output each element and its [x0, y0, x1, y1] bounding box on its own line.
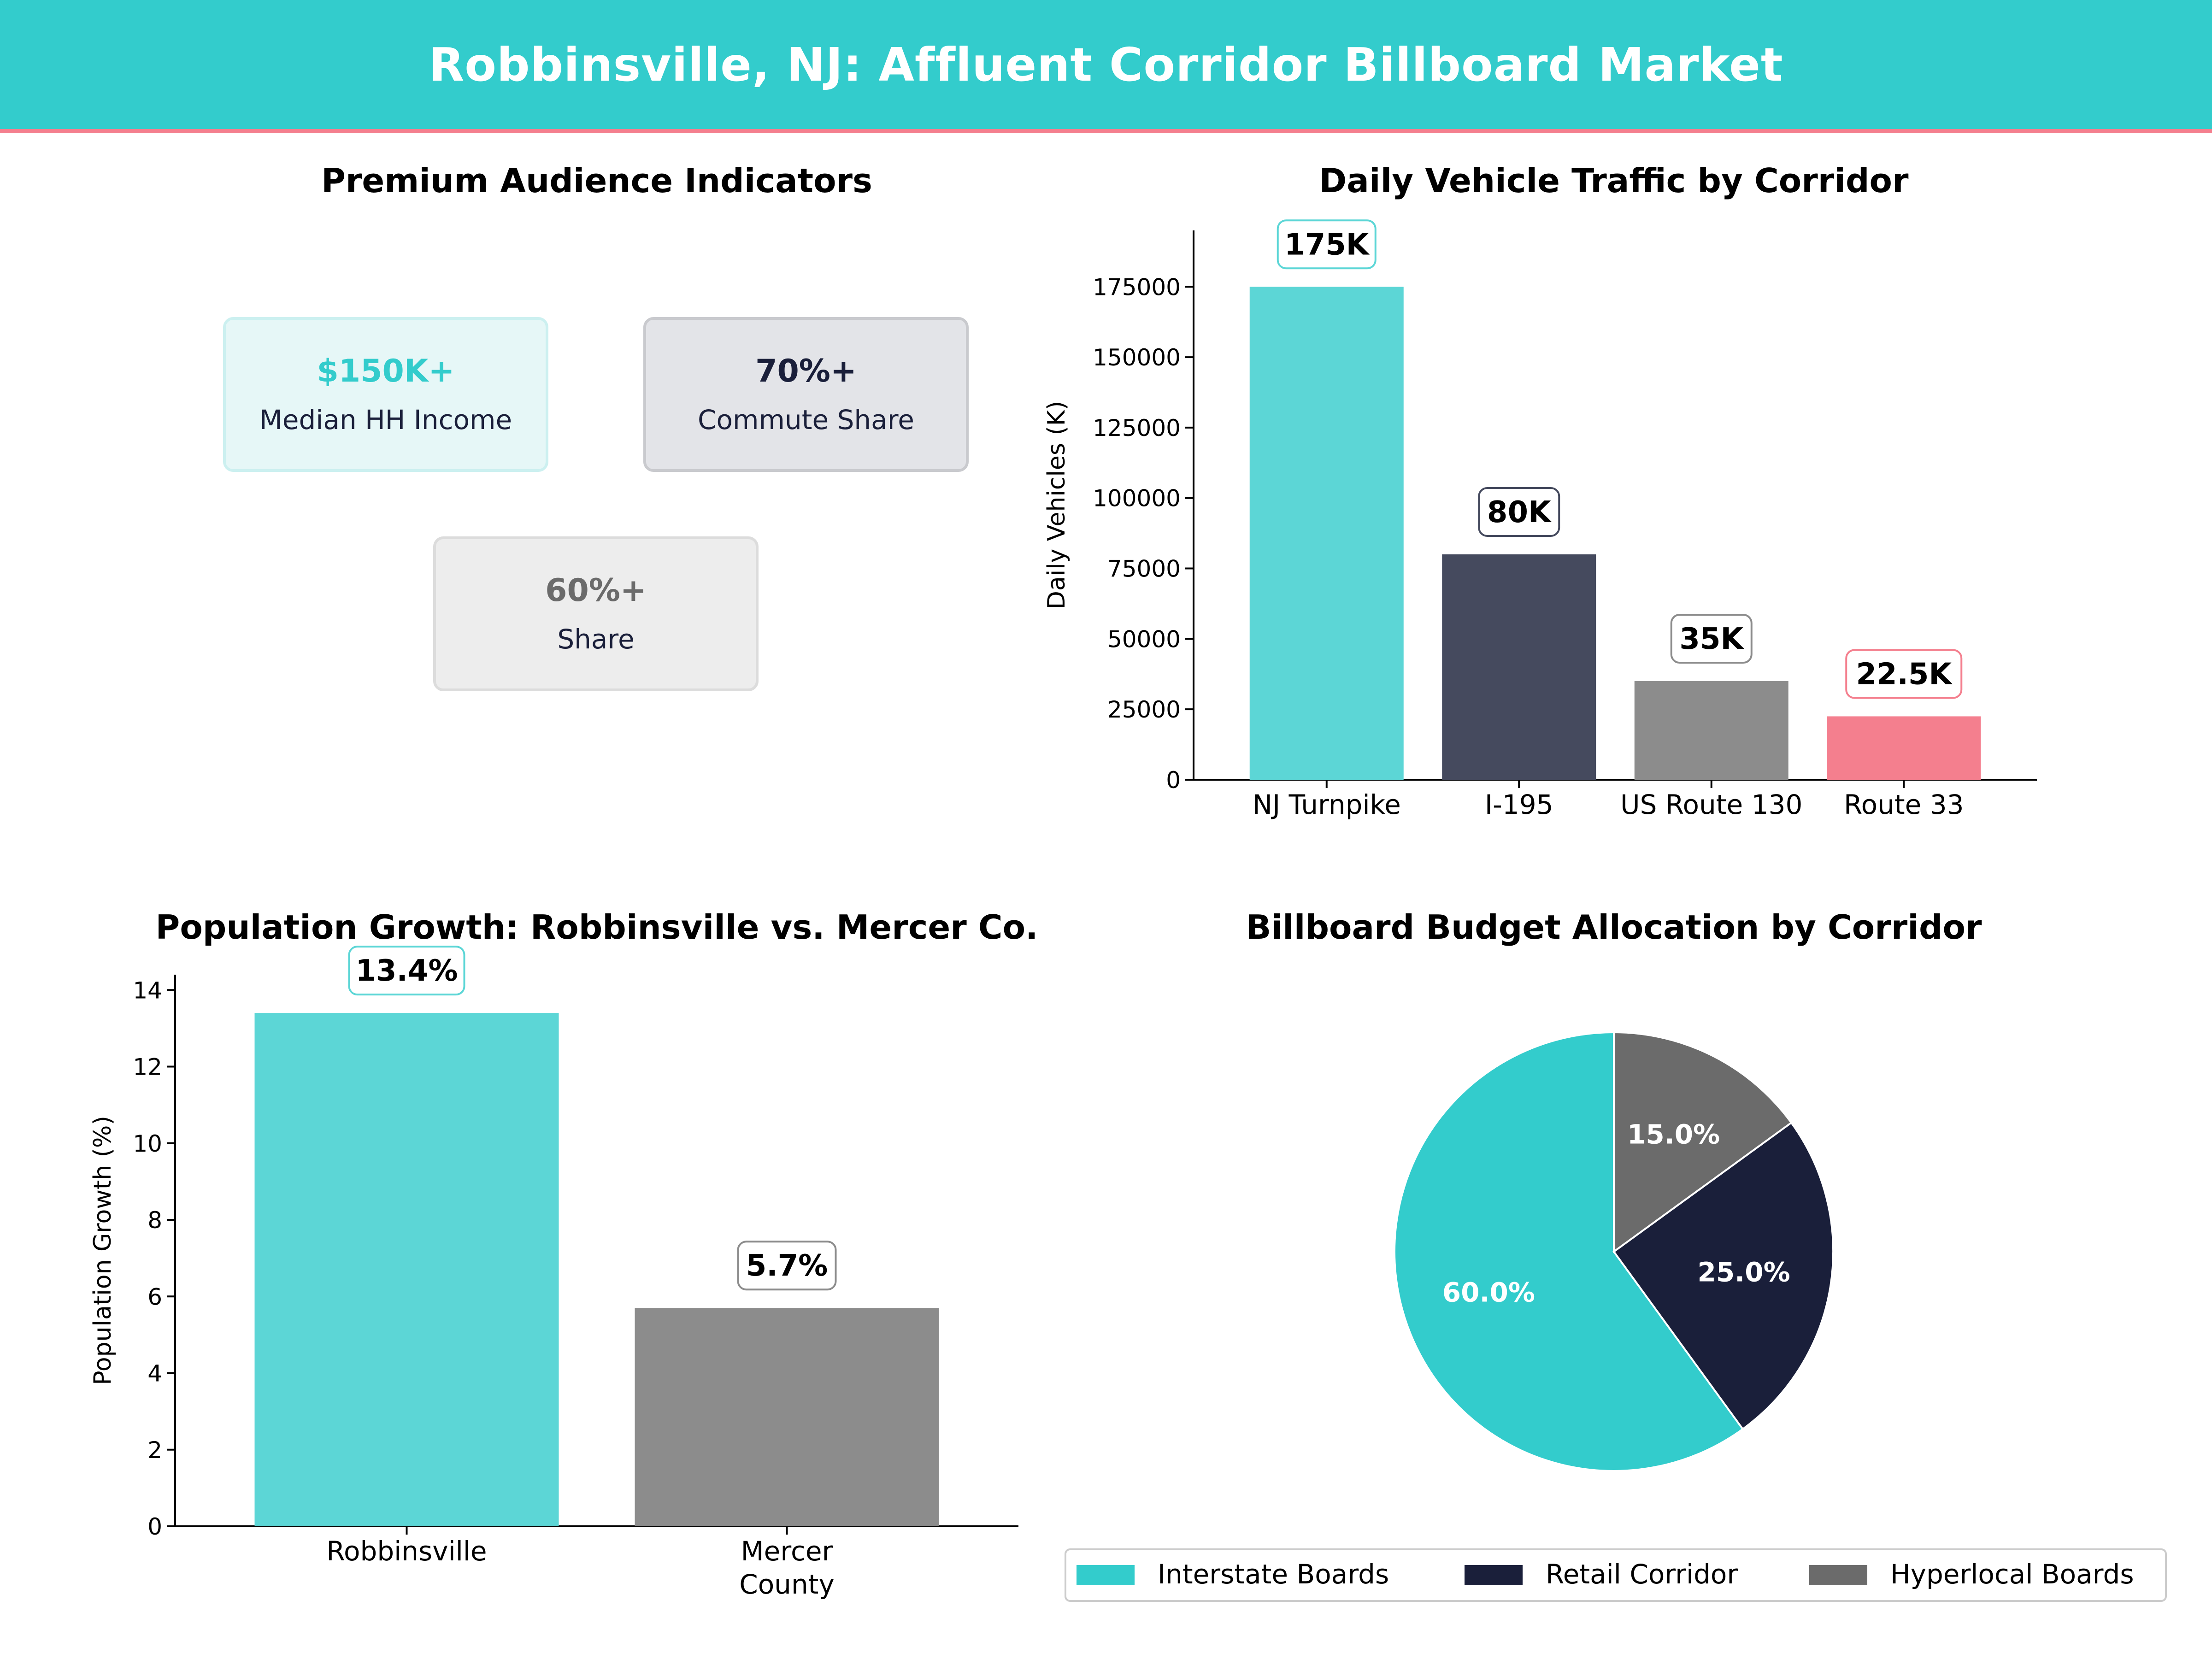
x-tick-label: I-195	[1485, 789, 1553, 820]
legend-swatch-retail-corridor	[1465, 1565, 1523, 1585]
kpi-panel-title: Premium Audience Indicators	[321, 161, 872, 200]
y-tick-label: 6	[147, 1283, 162, 1310]
pie-slice-hyperlocal-boards	[1613, 1031, 1793, 1253]
pie-slice-retail-corridor	[1612, 1121, 1834, 1430]
y-tick-label: 0	[1166, 767, 1181, 794]
budget-chart-title: Billboard Budget Allocation by Corridor	[1246, 908, 1982, 947]
y-tick-label: 125000	[1093, 415, 1181, 441]
y-tick-label: 50000	[1107, 626, 1181, 653]
dashboard-header: Robbinsville, NJ: Affluent Corridor Bill…	[0, 0, 2212, 133]
data-label-box	[737, 1241, 837, 1291]
y-tick-label: 4	[147, 1360, 162, 1387]
y-tick-label: 14	[133, 977, 162, 1004]
dashboard-title: Robbinsville, NJ: Affluent Corridor Bill…	[429, 37, 1783, 92]
growth-chart-title: Population Growth: Robbinsville vs. Merc…	[155, 908, 1038, 947]
bar-us-route-130	[1634, 681, 1788, 780]
kpi-label-income: Median HH Income	[259, 404, 512, 435]
x-tick-label: Mercer	[741, 1535, 833, 1567]
bar-route-33	[1827, 716, 1981, 780]
kpi-value-share: 60%+	[545, 572, 647, 609]
y-tick-label: 2	[147, 1437, 162, 1464]
data-label: 35K	[1679, 622, 1744, 656]
traffic-chart-title: Daily Vehicle Traffic by Corridor	[1319, 161, 1909, 200]
kpi-label-share: Share	[557, 624, 635, 655]
data-label-box	[348, 946, 465, 996]
data-label: 22.5K	[1856, 657, 1953, 691]
bar-mercer-county	[635, 1308, 939, 1526]
bar-robbinsville	[254, 1013, 559, 1526]
legend-label-interstate-boards: Interstate Boards	[1158, 1559, 1389, 1590]
pie-percent-label: 60.0%	[1442, 1277, 1535, 1308]
data-label-box	[1845, 649, 1963, 699]
data-label: 5.7%	[746, 1249, 828, 1283]
legend-frame	[1065, 1548, 2167, 1602]
y-axis-title: Population Growth (%)	[89, 1116, 117, 1385]
kpi-value-income: $150K+	[317, 353, 455, 389]
bar-i-195	[1442, 554, 1596, 780]
y-tick-label: 175000	[1093, 274, 1181, 300]
kpi-card-commute: 70%+ Commute Share	[643, 317, 969, 472]
kpi-value-commute: 70%+	[755, 353, 857, 389]
data-label: 13.4%	[355, 954, 458, 988]
x-tick-label: County	[739, 1569, 835, 1600]
y-tick-label: 8	[147, 1207, 162, 1234]
pie-percent-label: 15.0%	[1627, 1119, 1720, 1150]
kpi-card-income: $150K+ Median HH Income	[223, 317, 548, 472]
data-label-box	[1277, 219, 1377, 270]
y-tick-label: 12	[133, 1054, 162, 1081]
x-tick-label: NJ Turnpike	[1253, 789, 1401, 820]
pie-legend: Interstate Boards Retail Corridor Hyperloc…	[1065, 1548, 2167, 1602]
budget-pie-chart: 60.0% 25.0% 15.0% Interstate Boards Retail C…	[1065, 1031, 2167, 1602]
data-label: 175K	[1284, 228, 1370, 262]
kpi-card-share: 60%+ Share	[433, 536, 759, 691]
growth-bar-chart: 0 2 4 6 8 10 12 14 Population Growth (%) 13.4% Rob…	[89, 946, 1018, 1600]
x-tick-label: US Route 130	[1620, 789, 1802, 820]
traffic-bar-chart: 0 25000 50000 75000 100000 125000 150000 175000…	[1043, 219, 2037, 820]
legend-swatch-interstate-boards	[1077, 1565, 1135, 1585]
data-label: 80K	[1487, 495, 1552, 529]
y-tick-label: 10	[133, 1130, 162, 1157]
x-tick-label: Robbinsville	[326, 1535, 487, 1567]
x-tick-label: Route 33	[1844, 789, 1964, 820]
legend-swatch-hyperlocal-boards	[1809, 1565, 1867, 1585]
y-tick-label: 0	[147, 1513, 162, 1540]
bar-nj-turnpike	[1249, 287, 1404, 780]
y-tick-label: 75000	[1107, 556, 1181, 582]
y-tick-label: 150000	[1093, 344, 1181, 371]
legend-label-hyperlocal-boards: Hyperlocal Boards	[1890, 1559, 2134, 1590]
y-tick-label: 100000	[1093, 485, 1181, 512]
legend-label-retail-corridor: Retail Corridor	[1546, 1559, 1738, 1590]
pie-slice-interstate-boards	[1394, 1031, 1744, 1472]
data-label-box	[1670, 614, 1753, 664]
kpi-label-commute: Commute Share	[698, 404, 914, 435]
y-axis-title: Daily Vehicles (K)	[1043, 401, 1071, 609]
pie-percent-label: 25.0%	[1697, 1257, 1790, 1288]
data-label-box	[1478, 487, 1560, 537]
y-tick-label: 25000	[1107, 696, 1181, 723]
